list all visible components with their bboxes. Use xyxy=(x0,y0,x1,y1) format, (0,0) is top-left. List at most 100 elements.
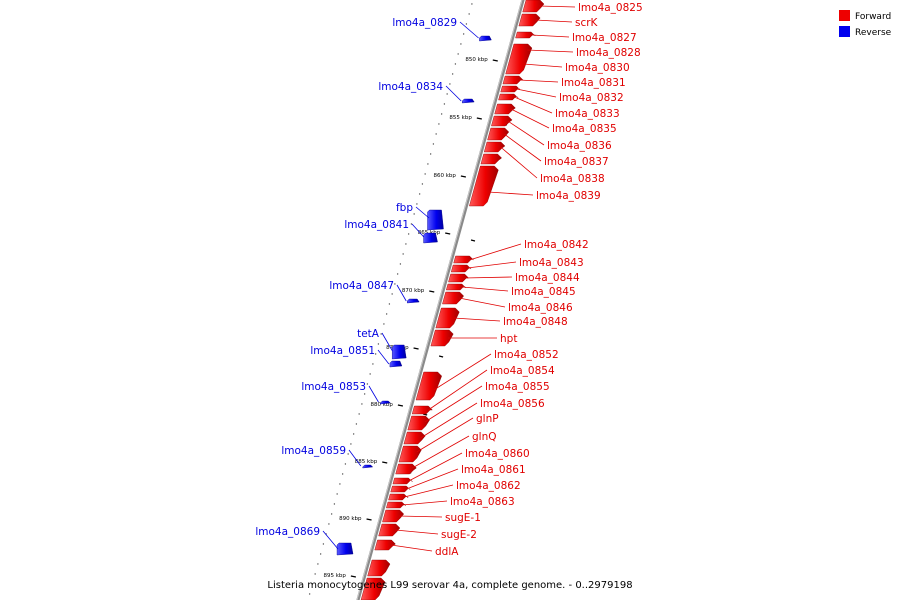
forward-gene-label[interactable]: lmo4a_0843 xyxy=(519,257,584,269)
forward-gene-block xyxy=(515,31,536,39)
forward-gene-label[interactable]: glnQ xyxy=(472,431,497,443)
legend-reverse-label: Reverse xyxy=(855,28,892,38)
forward-gene-label[interactable]: lmo4a_0860 xyxy=(465,448,530,460)
forward-gene-block xyxy=(505,43,533,75)
forward-leader-line xyxy=(488,191,534,196)
ruler-dot xyxy=(328,523,330,525)
forward-gene-label[interactable]: lmo4a_0861 xyxy=(461,464,526,476)
forward-gene-label[interactable]: lmo4a_0845 xyxy=(511,286,576,298)
forward-gene-block xyxy=(388,493,409,501)
ruler-dot xyxy=(374,353,377,355)
forward-leader-line xyxy=(514,96,553,114)
gene-labels: lmo4a_0825 scrK lmo4a_0827 lmo4a_0828 lmo4a_… xyxy=(255,2,642,558)
ruler-dot xyxy=(465,23,468,25)
forward-gene-label[interactable]: lmo4a_0846 xyxy=(508,302,573,314)
forward-gene-label[interactable]: lmo4a_0830 xyxy=(565,62,630,74)
forward-gene-label[interactable]: scrK xyxy=(575,17,599,29)
forward-gene-label[interactable]: lmo4a_0839 xyxy=(536,190,601,202)
forward-gene-label[interactable]: lmo4a_0838 xyxy=(540,173,605,185)
forward-gene-label[interactable]: lmo4a_0848 xyxy=(503,316,568,328)
forward-gene-label[interactable]: lmo4a_0862 xyxy=(456,480,521,492)
reverse-gene-label[interactable]: fbp xyxy=(396,202,413,214)
forward-leader-line xyxy=(424,385,483,423)
reverse-gene-label[interactable]: lmo4a_0829 xyxy=(392,17,457,29)
forward-leader-line xyxy=(527,49,574,53)
forward-gene-label[interactable]: sugE-1 xyxy=(445,512,481,524)
reverse-gene-block xyxy=(362,464,374,469)
ruler-dot xyxy=(438,123,440,125)
forward-gene-label[interactable]: lmo4a_0832 xyxy=(559,92,624,104)
ruler-dot xyxy=(322,543,325,545)
forward-gene-label[interactable]: sugE-2 xyxy=(441,529,477,541)
forward-gene-label[interactable]: lmo4a_0831 xyxy=(561,77,626,89)
forward-gene-label[interactable]: hpt xyxy=(500,333,517,345)
reverse-gene-block xyxy=(407,298,420,304)
genome-backbone xyxy=(356,0,525,600)
reverse-gene-label[interactable]: lmo4a_0851 xyxy=(310,345,375,357)
forward-gene-block xyxy=(386,501,407,509)
forward-gene-label[interactable]: lmo4a_0856 xyxy=(480,398,545,410)
ruler-dot xyxy=(421,183,424,185)
ruler-dot xyxy=(308,593,311,595)
forward-gene-label[interactable]: lmo4a_0855 xyxy=(485,381,550,393)
ruler-dot xyxy=(391,293,393,295)
reverse-gene-label[interactable]: lmo4a_0869 xyxy=(255,526,320,538)
ruler-dot xyxy=(350,443,352,445)
forward-leader-line xyxy=(507,120,545,146)
ruler-dot xyxy=(385,313,388,315)
forward-gene-label[interactable]: lmo4a_0854 xyxy=(490,365,555,377)
forward-leader-line xyxy=(416,417,474,453)
forward-leader-line xyxy=(412,435,470,469)
reverse-gene-label[interactable]: lmo4a_0853 xyxy=(301,381,366,393)
kbp-tick xyxy=(445,232,451,235)
forward-gene-label[interactable]: lmo4a_0828 xyxy=(576,47,641,59)
reverse-gene-block xyxy=(380,400,391,405)
forward-gene-label[interactable]: lmo4a_0863 xyxy=(450,496,515,508)
forward-gene-label[interactable]: lmo4a_0836 xyxy=(547,140,612,152)
ruler-dot xyxy=(396,273,399,275)
reverse-gene-label[interactable]: lmo4a_0841 xyxy=(344,219,409,231)
forward-gene-label[interactable]: glnP xyxy=(476,413,499,425)
forward-gene-label[interactable]: lmo4a_0837 xyxy=(544,156,609,168)
ruler-dot xyxy=(418,193,421,195)
map-caption: Listeria monocytogenes L99 serovar 4a, c… xyxy=(267,580,632,591)
kbp-tick xyxy=(460,175,467,178)
reverse-gene-block xyxy=(423,232,438,244)
reverse-gene-label[interactable]: tetA xyxy=(357,328,380,340)
kbp-tick xyxy=(382,461,388,464)
forward-leader-line xyxy=(420,402,478,439)
forward-leader-line xyxy=(406,468,459,490)
ruler-dot xyxy=(336,493,338,495)
forward-leader-line xyxy=(531,34,570,38)
forward-leader-line xyxy=(464,276,513,279)
forward-gene-block xyxy=(445,283,467,291)
forward-gene-block xyxy=(483,141,506,153)
forward-gene-block xyxy=(378,523,401,537)
forward-leader-line xyxy=(535,19,573,23)
kbp-label: 855 kbp xyxy=(449,115,472,121)
forward-gene-block xyxy=(500,85,521,93)
forward-gene-block xyxy=(494,103,516,115)
kbp-label: 890 kbp xyxy=(339,516,362,522)
reverse-gene-block xyxy=(462,98,475,104)
forward-gene-label[interactable]: lmo4a_0852 xyxy=(494,349,559,361)
ruler-dot xyxy=(416,203,418,205)
forward-gene-label[interactable]: lmo4a_0844 xyxy=(515,272,580,284)
ruler-dot xyxy=(388,303,391,305)
ruler-dot xyxy=(471,3,473,5)
reverse-gene-label[interactable]: lmo4a_0834 xyxy=(378,81,443,93)
ruler-dot xyxy=(358,413,360,415)
kbp-tick xyxy=(397,404,404,407)
forward-gene-label[interactable]: lmo4a_0833 xyxy=(555,108,620,120)
kbp-label: 870 kbp xyxy=(402,288,425,294)
forward-gene-label[interactable]: lmo4a_0835 xyxy=(552,123,617,135)
forward-gene-label[interactable]: lmo4a_0827 xyxy=(572,32,637,44)
forward-gene-label[interactable]: ddlA xyxy=(435,546,459,558)
reverse-gene-label[interactable]: lmo4a_0847 xyxy=(329,280,394,292)
forward-gene-label[interactable]: lmo4a_0842 xyxy=(524,239,589,251)
reverse-gene-label[interactable]: lmo4a_0859 xyxy=(281,445,346,457)
ruler-dot xyxy=(347,453,349,455)
reverse-leader-line xyxy=(396,284,407,302)
forward-gene-label[interactable]: lmo4a_0825 xyxy=(578,2,643,14)
